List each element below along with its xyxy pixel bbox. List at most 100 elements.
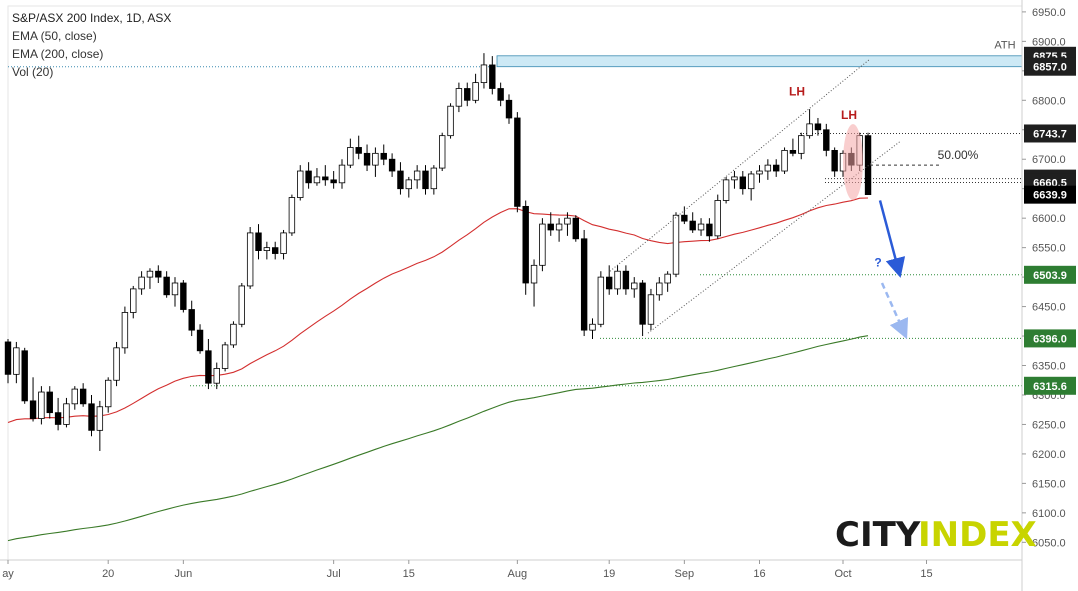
candle-body <box>4 341 12 375</box>
y-tick-label: 6900.0 <box>1032 36 1066 48</box>
candle-body <box>71 388 78 405</box>
candle-body <box>731 176 738 181</box>
candle-body <box>338 164 346 184</box>
ema-lines <box>7 197 869 542</box>
legend: S&P/ASX 200 Index, 1D, ASX EMA (50, clos… <box>12 11 171 79</box>
candle-body <box>514 117 521 207</box>
lh-label: LH <box>841 108 857 122</box>
y-tick-label: 6050.0 <box>1032 537 1066 549</box>
legend-ema200: EMA (200, close) <box>12 47 103 61</box>
candle-body <box>388 158 396 172</box>
candle-body <box>205 350 212 384</box>
candle-body <box>13 347 20 375</box>
candle-body <box>230 323 237 346</box>
candle-body <box>756 170 763 175</box>
x-tick-label: 16 <box>753 568 765 580</box>
level-lines <box>8 55 1023 387</box>
candle-body <box>681 214 688 222</box>
y-tick-label: 6600.0 <box>1032 213 1066 225</box>
candle-body <box>639 282 646 325</box>
x-tick-label: 19 <box>603 568 615 580</box>
candle-body <box>213 368 220 384</box>
candle-body <box>88 403 95 431</box>
candle-body <box>246 232 254 287</box>
y-tick-label: 6450.0 <box>1032 302 1066 314</box>
candle-body <box>347 147 354 166</box>
candle-body <box>263 247 271 251</box>
x-tick-label: Jul <box>327 568 341 580</box>
candle-body <box>79 388 87 405</box>
y-tick-label: 6800.0 <box>1032 95 1066 107</box>
candle-body <box>656 282 663 296</box>
candle-body <box>814 123 822 131</box>
price-tag <box>1024 376 1076 395</box>
fib-label: 50.00% <box>938 148 979 162</box>
candle-body <box>505 99 513 119</box>
candle-body <box>547 223 554 231</box>
candle-body <box>146 270 154 278</box>
ema200-line <box>7 335 869 542</box>
candle-body <box>806 123 813 137</box>
candle-body <box>789 149 797 154</box>
price-tag <box>1024 57 1076 76</box>
candle-body <box>430 167 438 190</box>
candle-body <box>280 232 287 254</box>
candle-body <box>747 173 755 190</box>
candle-body <box>798 135 805 154</box>
candle-body <box>330 179 337 184</box>
candle-body <box>138 276 145 290</box>
price-tag <box>1024 185 1076 204</box>
ema50-line <box>7 197 869 424</box>
candle-body <box>313 176 321 184</box>
candle-body <box>105 379 112 408</box>
price-tag <box>1024 265 1076 284</box>
candle-body <box>714 200 721 237</box>
y-tick-label: 6100.0 <box>1032 508 1066 520</box>
candle-body <box>355 147 362 154</box>
candle-body <box>522 205 529 284</box>
candle-body <box>447 105 454 137</box>
x-tick-label: Jun <box>174 568 192 580</box>
y-tick-label: 6700.0 <box>1032 154 1066 166</box>
candle-body <box>622 270 630 290</box>
candle-body <box>113 347 120 381</box>
candle-body <box>564 217 571 225</box>
candle-body <box>472 82 479 101</box>
highlight-ellipse <box>843 124 863 201</box>
candle-body <box>580 238 588 331</box>
candle-body <box>722 179 730 201</box>
candle-body <box>305 170 312 184</box>
candle-body <box>322 176 329 181</box>
candle-body <box>413 170 421 181</box>
logo-city: CITY <box>835 515 921 555</box>
candle-body <box>739 176 746 190</box>
y-tick-label: 6950.0 <box>1032 7 1066 19</box>
candle-body <box>697 223 705 231</box>
ath-zone <box>496 55 1023 68</box>
chart-title: S&P/ASX 200 Index, 1D, ASX <box>12 11 171 25</box>
candle-body <box>405 179 412 190</box>
candle-body <box>180 282 187 310</box>
candles <box>4 53 872 451</box>
candle-body <box>363 152 371 166</box>
price-tag-label: 6639.9 <box>1033 190 1067 202</box>
candle-body <box>497 88 504 101</box>
candle-body <box>96 406 104 431</box>
candle-body <box>372 152 379 166</box>
candle-body <box>422 170 429 190</box>
x-tick-label: 15 <box>920 568 932 580</box>
question-label: ? <box>874 255 881 269</box>
x-tick-label: ay <box>2 568 14 580</box>
candle-body <box>255 232 262 251</box>
y-tick-label: 6350.0 <box>1032 361 1066 373</box>
candle-body <box>297 170 304 198</box>
candle-body <box>221 344 229 369</box>
candle-body <box>614 270 621 290</box>
down-arrow-dashed <box>880 282 909 340</box>
candle-body <box>597 276 605 325</box>
candle-body <box>823 129 830 151</box>
price-tag-label: 6396.0 <box>1033 333 1067 345</box>
